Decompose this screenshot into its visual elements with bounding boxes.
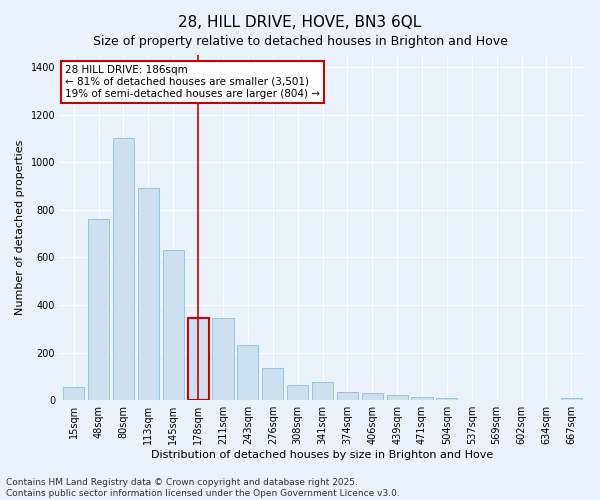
Bar <box>337 392 358 400</box>
Text: 28 HILL DRIVE: 186sqm
← 81% of detached houses are smaller (3,501)
19% of semi-d: 28 HILL DRIVE: 186sqm ← 81% of detached … <box>65 66 320 98</box>
Bar <box>262 368 283 400</box>
Bar <box>188 318 209 400</box>
Bar <box>412 398 433 400</box>
Bar <box>88 220 109 400</box>
X-axis label: Distribution of detached houses by size in Brighton and Hove: Distribution of detached houses by size … <box>151 450 494 460</box>
Bar <box>113 138 134 400</box>
Bar <box>386 396 408 400</box>
Bar <box>212 318 233 400</box>
Text: Size of property relative to detached houses in Brighton and Hove: Size of property relative to detached ho… <box>92 35 508 48</box>
Bar <box>287 384 308 400</box>
Bar <box>138 188 159 400</box>
Bar <box>163 250 184 400</box>
Bar <box>436 398 457 400</box>
Text: 28, HILL DRIVE, HOVE, BN3 6QL: 28, HILL DRIVE, HOVE, BN3 6QL <box>178 15 422 30</box>
Y-axis label: Number of detached properties: Number of detached properties <box>15 140 25 316</box>
Text: Contains HM Land Registry data © Crown copyright and database right 2025.
Contai: Contains HM Land Registry data © Crown c… <box>6 478 400 498</box>
Bar <box>238 346 259 400</box>
Bar <box>561 398 582 400</box>
Bar <box>362 393 383 400</box>
Bar <box>63 387 84 400</box>
Bar <box>312 382 333 400</box>
